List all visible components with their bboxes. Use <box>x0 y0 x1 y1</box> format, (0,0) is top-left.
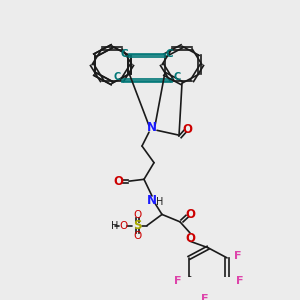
Text: O: O <box>133 210 141 220</box>
Text: S: S <box>133 219 141 232</box>
Text: F: F <box>174 276 182 286</box>
Text: O: O <box>185 208 195 221</box>
Text: H: H <box>156 197 164 207</box>
Text: F: F <box>234 251 242 261</box>
Text: N: N <box>147 121 157 134</box>
Text: C: C <box>173 72 181 82</box>
Text: C: C <box>166 49 173 58</box>
Text: F: F <box>236 276 244 286</box>
Text: O: O <box>185 232 195 245</box>
Text: H: H <box>111 220 119 230</box>
Text: F: F <box>201 293 209 300</box>
Text: N: N <box>147 194 157 207</box>
Text: O: O <box>119 220 127 230</box>
Text: O: O <box>133 231 141 241</box>
Text: C: C <box>113 72 121 82</box>
Text: O: O <box>182 123 192 136</box>
Text: O: O <box>113 175 123 188</box>
Text: C: C <box>121 49 128 58</box>
